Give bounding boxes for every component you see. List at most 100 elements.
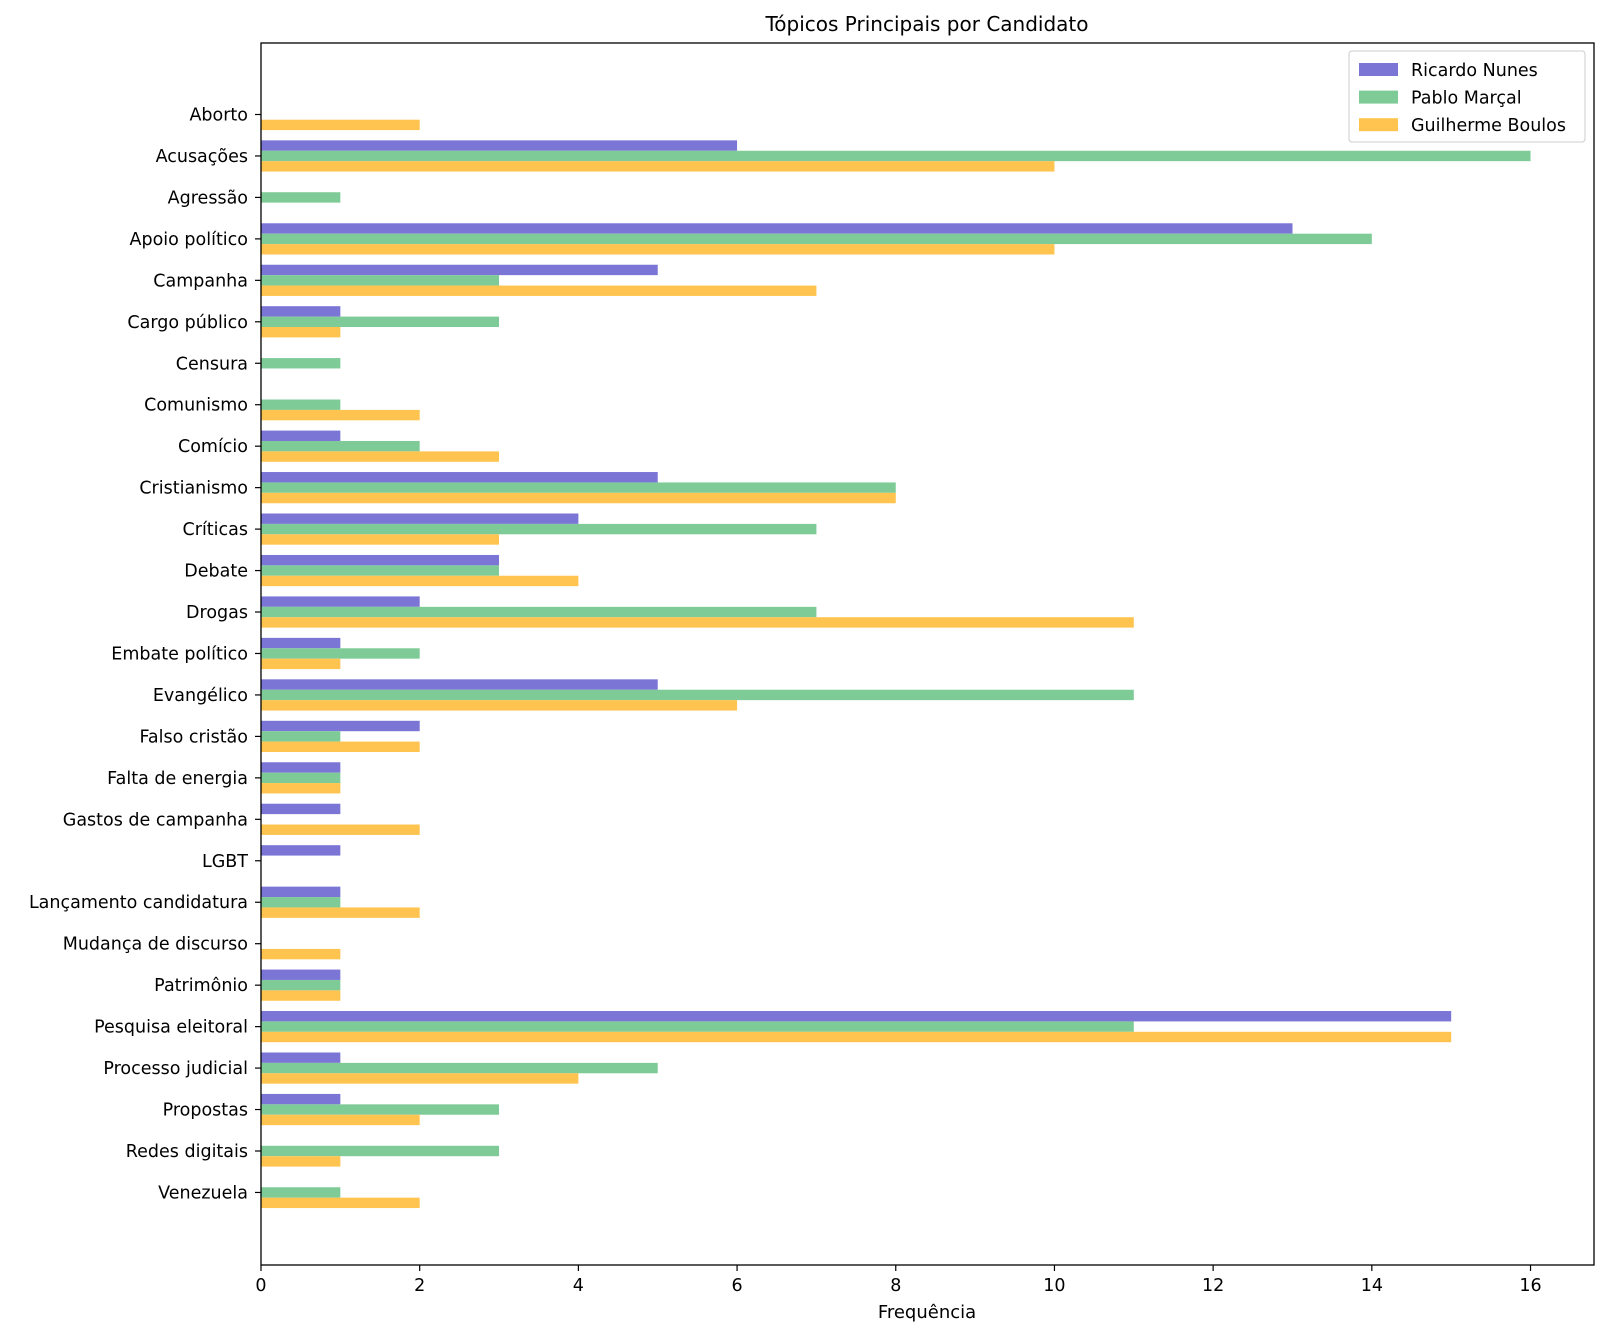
bar-pesquisa-eleitoral-series-1 (261, 1011, 1452, 1022)
legend-label-ricardo-nunes: Ricardo Nunes (1411, 61, 1538, 81)
y-tick-label-falso-cristao: Falso cristão (139, 727, 248, 747)
bar-embate-politico-series-3 (261, 658, 341, 670)
bar-embate-politico-series-1 (261, 637, 341, 649)
y-tick-label-lancamento-candidatura: Lançamento candidatura (29, 893, 248, 913)
bar-drogas-series-1 (261, 596, 420, 607)
x-tick-label-2: 2 (414, 1276, 425, 1296)
y-tick-label-aborto: Aborto (189, 106, 248, 126)
bar-criticas-series-2 (261, 523, 817, 535)
bar-apoio-politico-series-1 (261, 223, 1293, 234)
bar-evangelico-series-1 (261, 679, 658, 690)
bar-evangelico-series-2 (261, 689, 1134, 701)
bar-acusacoes-series-2 (261, 150, 1531, 162)
y-tick-label-criticas: Críticas (183, 520, 248, 540)
bar-falso-cristao-series-2 (261, 731, 341, 742)
bar-debate-series-1 (261, 554, 500, 566)
bar-comicio-series-1 (261, 430, 341, 441)
bar-drogas-series-3 (261, 617, 1134, 628)
bar-cristianismo-series-1 (261, 472, 658, 483)
y-tick-label-evangelico: Evangélico (153, 686, 248, 706)
bar-gastos-de-campanha-series-3 (261, 824, 420, 835)
bar-debate-series-3 (261, 575, 579, 587)
y-tick-label-lgbt: LGBT (202, 852, 248, 872)
plot-frame (260, 42, 1595, 1266)
y-tick-label-agressao: Agressão (168, 188, 248, 208)
y-tick-label-pesquisa-eleitoral: Pesquisa eleitoral (94, 1018, 248, 1038)
legend: Ricardo Nunes Pablo Marçal Guilherme Boulo… (1348, 50, 1586, 143)
bar-evangelico-series-3 (261, 700, 738, 711)
bar-pesquisa-eleitoral-series-2 (261, 1021, 1134, 1032)
y-tick-label-comunismo: Comunismo (144, 396, 248, 416)
bar-criticas-series-3 (261, 534, 500, 545)
bar-cargo-publico-series-2 (261, 316, 500, 327)
y-tick-label-processo-judicial: Processo judicial (103, 1059, 248, 1079)
y-tick-label-embate-politico: Embate político (111, 644, 248, 664)
bar-gastos-de-campanha-series-1 (261, 803, 341, 815)
bar-lgbt-series-1 (261, 845, 341, 856)
bar-venezuela-series-2 (261, 1187, 341, 1198)
y-tick-label-apoio-politico: Apoio político (129, 230, 248, 250)
bar-comunismo-series-2 (261, 399, 341, 410)
bar-comicio-series-3 (261, 451, 500, 462)
bar-apoio-politico-series-3 (261, 244, 1055, 255)
bar-campanha-series-2 (261, 275, 500, 286)
y-tick-label-comicio: Comício (178, 437, 248, 457)
legend-box (1348, 50, 1586, 143)
bar-pesquisa-eleitoral-series-3 (261, 1031, 1452, 1043)
legend-swatch-ricardo-nunes (1359, 63, 1398, 76)
bar-cargo-publico-series-3 (261, 327, 341, 338)
y-tick-label-gastos-de-campanha: Gastos de campanha (63, 810, 248, 830)
bar-apoio-politico-series-2 (261, 233, 1372, 245)
y-tick-label-debate: Debate (184, 562, 248, 582)
bar-comunismo-series-3 (261, 409, 420, 421)
bar-campanha-series-3 (261, 285, 817, 296)
x-tick-label-14: 14 (1361, 1276, 1383, 1296)
legend-label-pablo-marcal: Pablo Marçal (1411, 89, 1522, 109)
y-tick-label-cristianismo: Cristianismo (139, 479, 248, 499)
bar-redes-digitais-series-3 (261, 1156, 341, 1167)
bar-censura-series-2 (261, 358, 341, 369)
bar-acusacoes-series-3 (261, 161, 1055, 172)
x-tick-label-8: 8 (890, 1276, 901, 1296)
bar-falso-cristao-series-3 (261, 741, 420, 752)
bar-falta-de-energia-series-2 (261, 772, 341, 784)
x-axis-label: Frequência (878, 1302, 976, 1323)
bar-drogas-series-2 (261, 606, 817, 618)
bars-layer (261, 119, 1531, 1209)
y-tick-label-venezuela: Venezuela (158, 1183, 248, 1203)
bar-venezuela-series-3 (261, 1197, 420, 1209)
y-tick-label-cargo-publico: Cargo público (127, 313, 248, 333)
x-tick-label-4: 4 (573, 1276, 584, 1296)
bar-cargo-publico-series-1 (261, 306, 341, 317)
bar-acusacoes-series-1 (261, 140, 738, 151)
y-tick-label-campanha: Campanha (153, 271, 248, 291)
bar-propostas-series-3 (261, 1114, 420, 1126)
y-tick-label-acusacoes: Acusações (156, 147, 248, 167)
x-tick-label-12: 12 (1202, 1276, 1224, 1296)
bar-propostas-series-1 (261, 1093, 341, 1105)
bar-falta-de-energia-series-1 (261, 762, 341, 773)
legend-swatch-guilherme-boulos (1359, 118, 1398, 132)
x-axis-ticks: 0 2 4 6 8 10 12 14 16 (255, 1265, 1542, 1296)
bar-cristianismo-series-2 (261, 482, 896, 493)
bar-redes-digitais-series-2 (261, 1145, 500, 1157)
y-axis-ticks: Aborto Acusações Agressão Apoio político Cam… (29, 106, 261, 1203)
bar-aborto-series-3 (261, 119, 420, 131)
legend-label-guilherme-boulos: Guilherme Boulos (1411, 116, 1566, 136)
bar-embate-politico-series-2 (261, 648, 420, 659)
bar-processo-judicial-series-2 (261, 1062, 658, 1074)
x-tick-label-0: 0 (255, 1276, 266, 1296)
y-tick-label-propostas: Propostas (163, 1101, 248, 1121)
y-tick-label-drogas: Drogas (186, 603, 248, 623)
bar-debate-series-2 (261, 565, 500, 576)
y-tick-label-censura: Censura (176, 354, 248, 374)
bar-falta-de-energia-series-3 (261, 783, 341, 794)
x-tick-label-6: 6 (732, 1276, 743, 1296)
bar-patrimonio-series-3 (261, 990, 341, 1001)
bar-comicio-series-2 (261, 440, 420, 452)
x-tick-label-10: 10 (1043, 1276, 1065, 1296)
x-tick-label-16: 16 (1519, 1276, 1541, 1296)
bar-agressao-series-2 (261, 192, 341, 203)
